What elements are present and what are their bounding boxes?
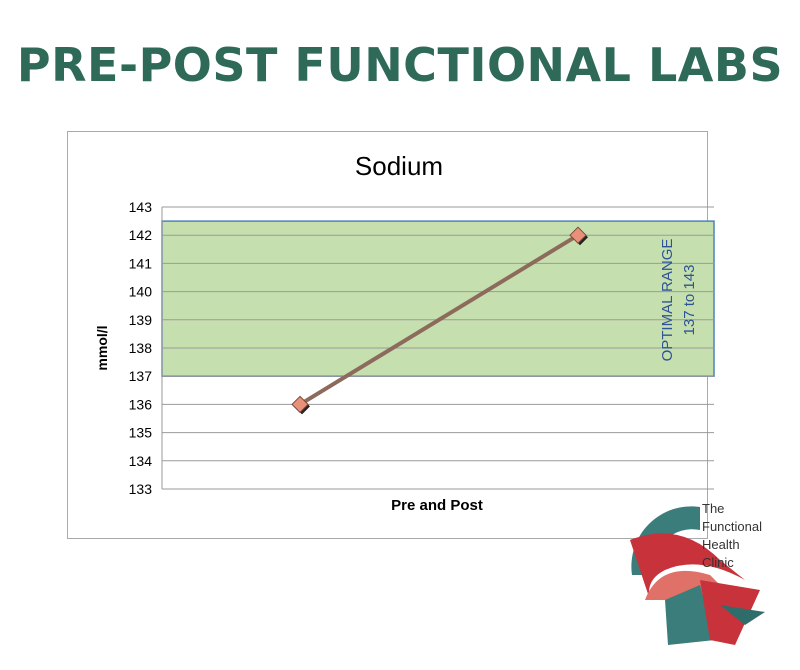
logo-text-line1: The <box>702 501 725 516</box>
y-tick-label-133: 133 <box>129 481 153 497</box>
y-tick-label-136: 136 <box>129 396 153 412</box>
data-point-0 <box>291 395 309 414</box>
y-tick-label-137: 137 <box>129 368 153 384</box>
optimal-range-label-line2: 137 to 143 <box>681 265 698 336</box>
y-tick-label-142: 142 <box>129 227 153 243</box>
y-tick-label-138: 138 <box>129 340 153 356</box>
optimal-range-band <box>161 220 715 377</box>
logo-text: The Functional Health Clinic <box>702 500 762 572</box>
data-point-1 <box>569 226 587 244</box>
y-tick-label-139: 139 <box>129 312 153 328</box>
logo-text-line3: Health <box>702 537 740 552</box>
logo-ribbon <box>720 605 765 625</box>
logo-body-teal <box>665 585 715 645</box>
y-tick-label-140: 140 <box>129 284 153 300</box>
logo-text-line2: Functional <box>702 519 762 534</box>
chart-title: Sodium <box>355 151 443 181</box>
series-line <box>298 233 580 407</box>
logo-text-line4: Clinic <box>702 555 734 570</box>
clinic-logo <box>630 506 765 645</box>
page-title: PRE-POST FUNCTIONAL LABS <box>16 38 784 92</box>
y-axis-label: mmol/l <box>94 325 110 370</box>
y-tick-label-135: 135 <box>129 425 153 441</box>
optimal-range-label-line1: OPTIMAL RANGE <box>659 239 676 362</box>
logo-arc-red <box>630 533 745 600</box>
y-tick-label-143: 143 <box>129 199 153 215</box>
x-axis-label: Pre and Post <box>391 497 483 514</box>
y-tick-label-134: 134 <box>129 453 153 469</box>
y-tick-label-141: 141 <box>129 255 153 271</box>
